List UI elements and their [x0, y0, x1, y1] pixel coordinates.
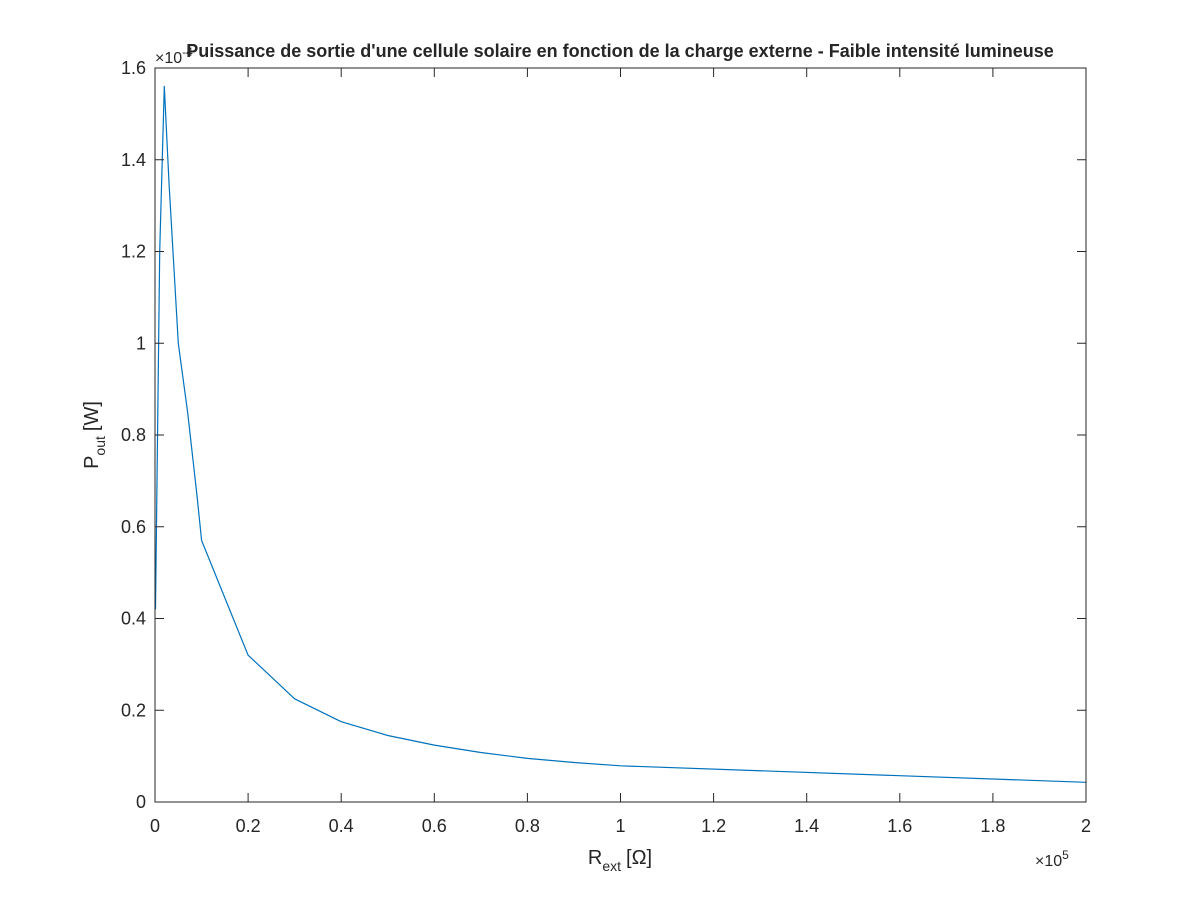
- x-tick-label: 2: [1081, 816, 1091, 836]
- x-exponent-power: 5: [1062, 848, 1069, 862]
- y-tick-label: 1: [136, 333, 146, 353]
- y-tick-label: 0.2: [121, 700, 146, 720]
- axes-box: [154, 67, 1087, 803]
- x-tick-label: 1.8: [980, 816, 1005, 836]
- y-tick-label: 1.2: [121, 242, 146, 262]
- y-tick-label: 0: [136, 792, 146, 812]
- y-tick-label: 0.6: [121, 517, 146, 537]
- y-tick-label: 0.4: [121, 609, 146, 629]
- x-tick-label: 1.6: [887, 816, 912, 836]
- x-tick-label: 1.2: [701, 816, 726, 836]
- x-tick-label: 0.4: [329, 816, 354, 836]
- x-tick-label: 0.8: [515, 816, 540, 836]
- y-axis-label: Pout [W]: [81, 401, 108, 469]
- x-axis-label-main: R: [588, 847, 602, 869]
- y-exponent-base: ×10: [155, 50, 182, 67]
- chart-title: Puissance de sortie d'une cellule solair…: [186, 41, 1054, 61]
- series-layer: [154, 85, 1087, 783]
- x-tick-label: 1.4: [794, 816, 819, 836]
- x-tick-label: 0: [150, 816, 160, 836]
- x-tick-label: 0.6: [422, 816, 447, 836]
- x-exponent-label: ×105: [1035, 848, 1069, 870]
- y-axis-label-unit: [W]: [81, 401, 103, 431]
- y-axis-label-sub: out: [92, 436, 108, 456]
- y-tick-label: 1.4: [121, 150, 146, 170]
- y-exponent-power: -4: [182, 45, 193, 59]
- y-axis-label-main: P: [81, 456, 103, 469]
- y-exponent-label: ×10-4: [155, 45, 193, 67]
- x-axis-label: Rext [Ω]: [588, 847, 652, 874]
- x-axis-label-sub: ext: [602, 858, 621, 874]
- x-tick-label: 1: [615, 816, 625, 836]
- series-line-0: [154, 85, 1087, 783]
- x-tick-label: 0.2: [236, 816, 261, 836]
- plot-area: [155, 68, 1086, 802]
- x-axis-label-unit: [Ω]: [626, 847, 652, 869]
- y-tick-label: 0.8: [121, 425, 146, 445]
- y-tick-label: 1.6: [121, 58, 146, 78]
- x-exponent-base: ×10: [1035, 853, 1062, 870]
- tick-layer: 0 0.2 0.4 0.6 0.8 1 1.2 1.4 1.6 1.8 2 0 0.2 0.4 0.6 0.8…: [121, 58, 1091, 836]
